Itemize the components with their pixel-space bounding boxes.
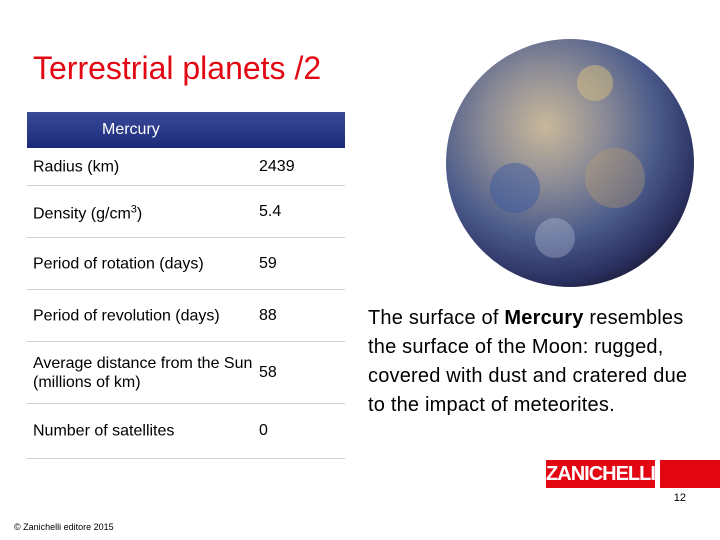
row-label: Number of satellites bbox=[33, 422, 175, 440]
text: The surface of bbox=[368, 307, 505, 329]
row-value: 58 bbox=[259, 363, 277, 381]
row-label: Average distance from the Sun (millions … bbox=[33, 354, 253, 391]
page-number: 12 bbox=[673, 492, 686, 504]
crater bbox=[577, 65, 613, 101]
copyright: © Zanichelli editore 2015 bbox=[14, 522, 114, 532]
crater bbox=[535, 218, 575, 258]
row-label: Density (g/cm3) bbox=[33, 200, 253, 223]
label-text: Density (g/cm bbox=[33, 205, 131, 223]
logo-stripe bbox=[660, 460, 720, 488]
table-header: Mercury bbox=[27, 112, 345, 148]
row-value: 0 bbox=[259, 422, 268, 439]
text-bold: Mercury bbox=[504, 307, 584, 329]
table-row: Radius (km) 2439 bbox=[27, 148, 345, 186]
data-table: Mercury Radius (km) 2439 Density (g/cm3) 5.… bbox=[27, 112, 345, 459]
table-row: Average distance from the Sun (millions … bbox=[27, 342, 345, 404]
row-value: 88 bbox=[259, 306, 277, 324]
row-label: Radius (km) bbox=[33, 158, 120, 175]
table-row: Density (g/cm3) 5.4 bbox=[27, 186, 345, 238]
row-value: 5.4 bbox=[259, 202, 282, 220]
text: resembles the surface of the Moon: rugge… bbox=[368, 307, 688, 416]
description: The surface of Mercury resembles the sur… bbox=[368, 304, 688, 420]
planet-image bbox=[446, 39, 694, 287]
label-sup: 3 bbox=[130, 202, 137, 215]
slide-title: Terrestrial planets /2 bbox=[33, 50, 322, 86]
table-row: Number of satellites 0 bbox=[27, 404, 345, 459]
label-text: ) bbox=[136, 205, 143, 223]
table-body: Radius (km) 2439 Density (g/cm3) 5.4 Period … bbox=[27, 148, 345, 459]
header-cell: Mercury bbox=[102, 121, 160, 138]
table-row: Period of revolution (days) 88 bbox=[27, 290, 345, 342]
planet bbox=[446, 39, 694, 287]
crater bbox=[490, 163, 540, 213]
crater bbox=[585, 148, 645, 208]
row-label: Period of rotation (days) bbox=[33, 255, 204, 272]
row-value: 59 bbox=[259, 254, 277, 272]
row-label: Period of revolution (days) bbox=[33, 307, 220, 324]
table-row: Period of rotation (days) 59 bbox=[27, 238, 345, 290]
logo: ZANICHELLI bbox=[546, 460, 656, 488]
row-value: 2439 bbox=[259, 157, 295, 175]
